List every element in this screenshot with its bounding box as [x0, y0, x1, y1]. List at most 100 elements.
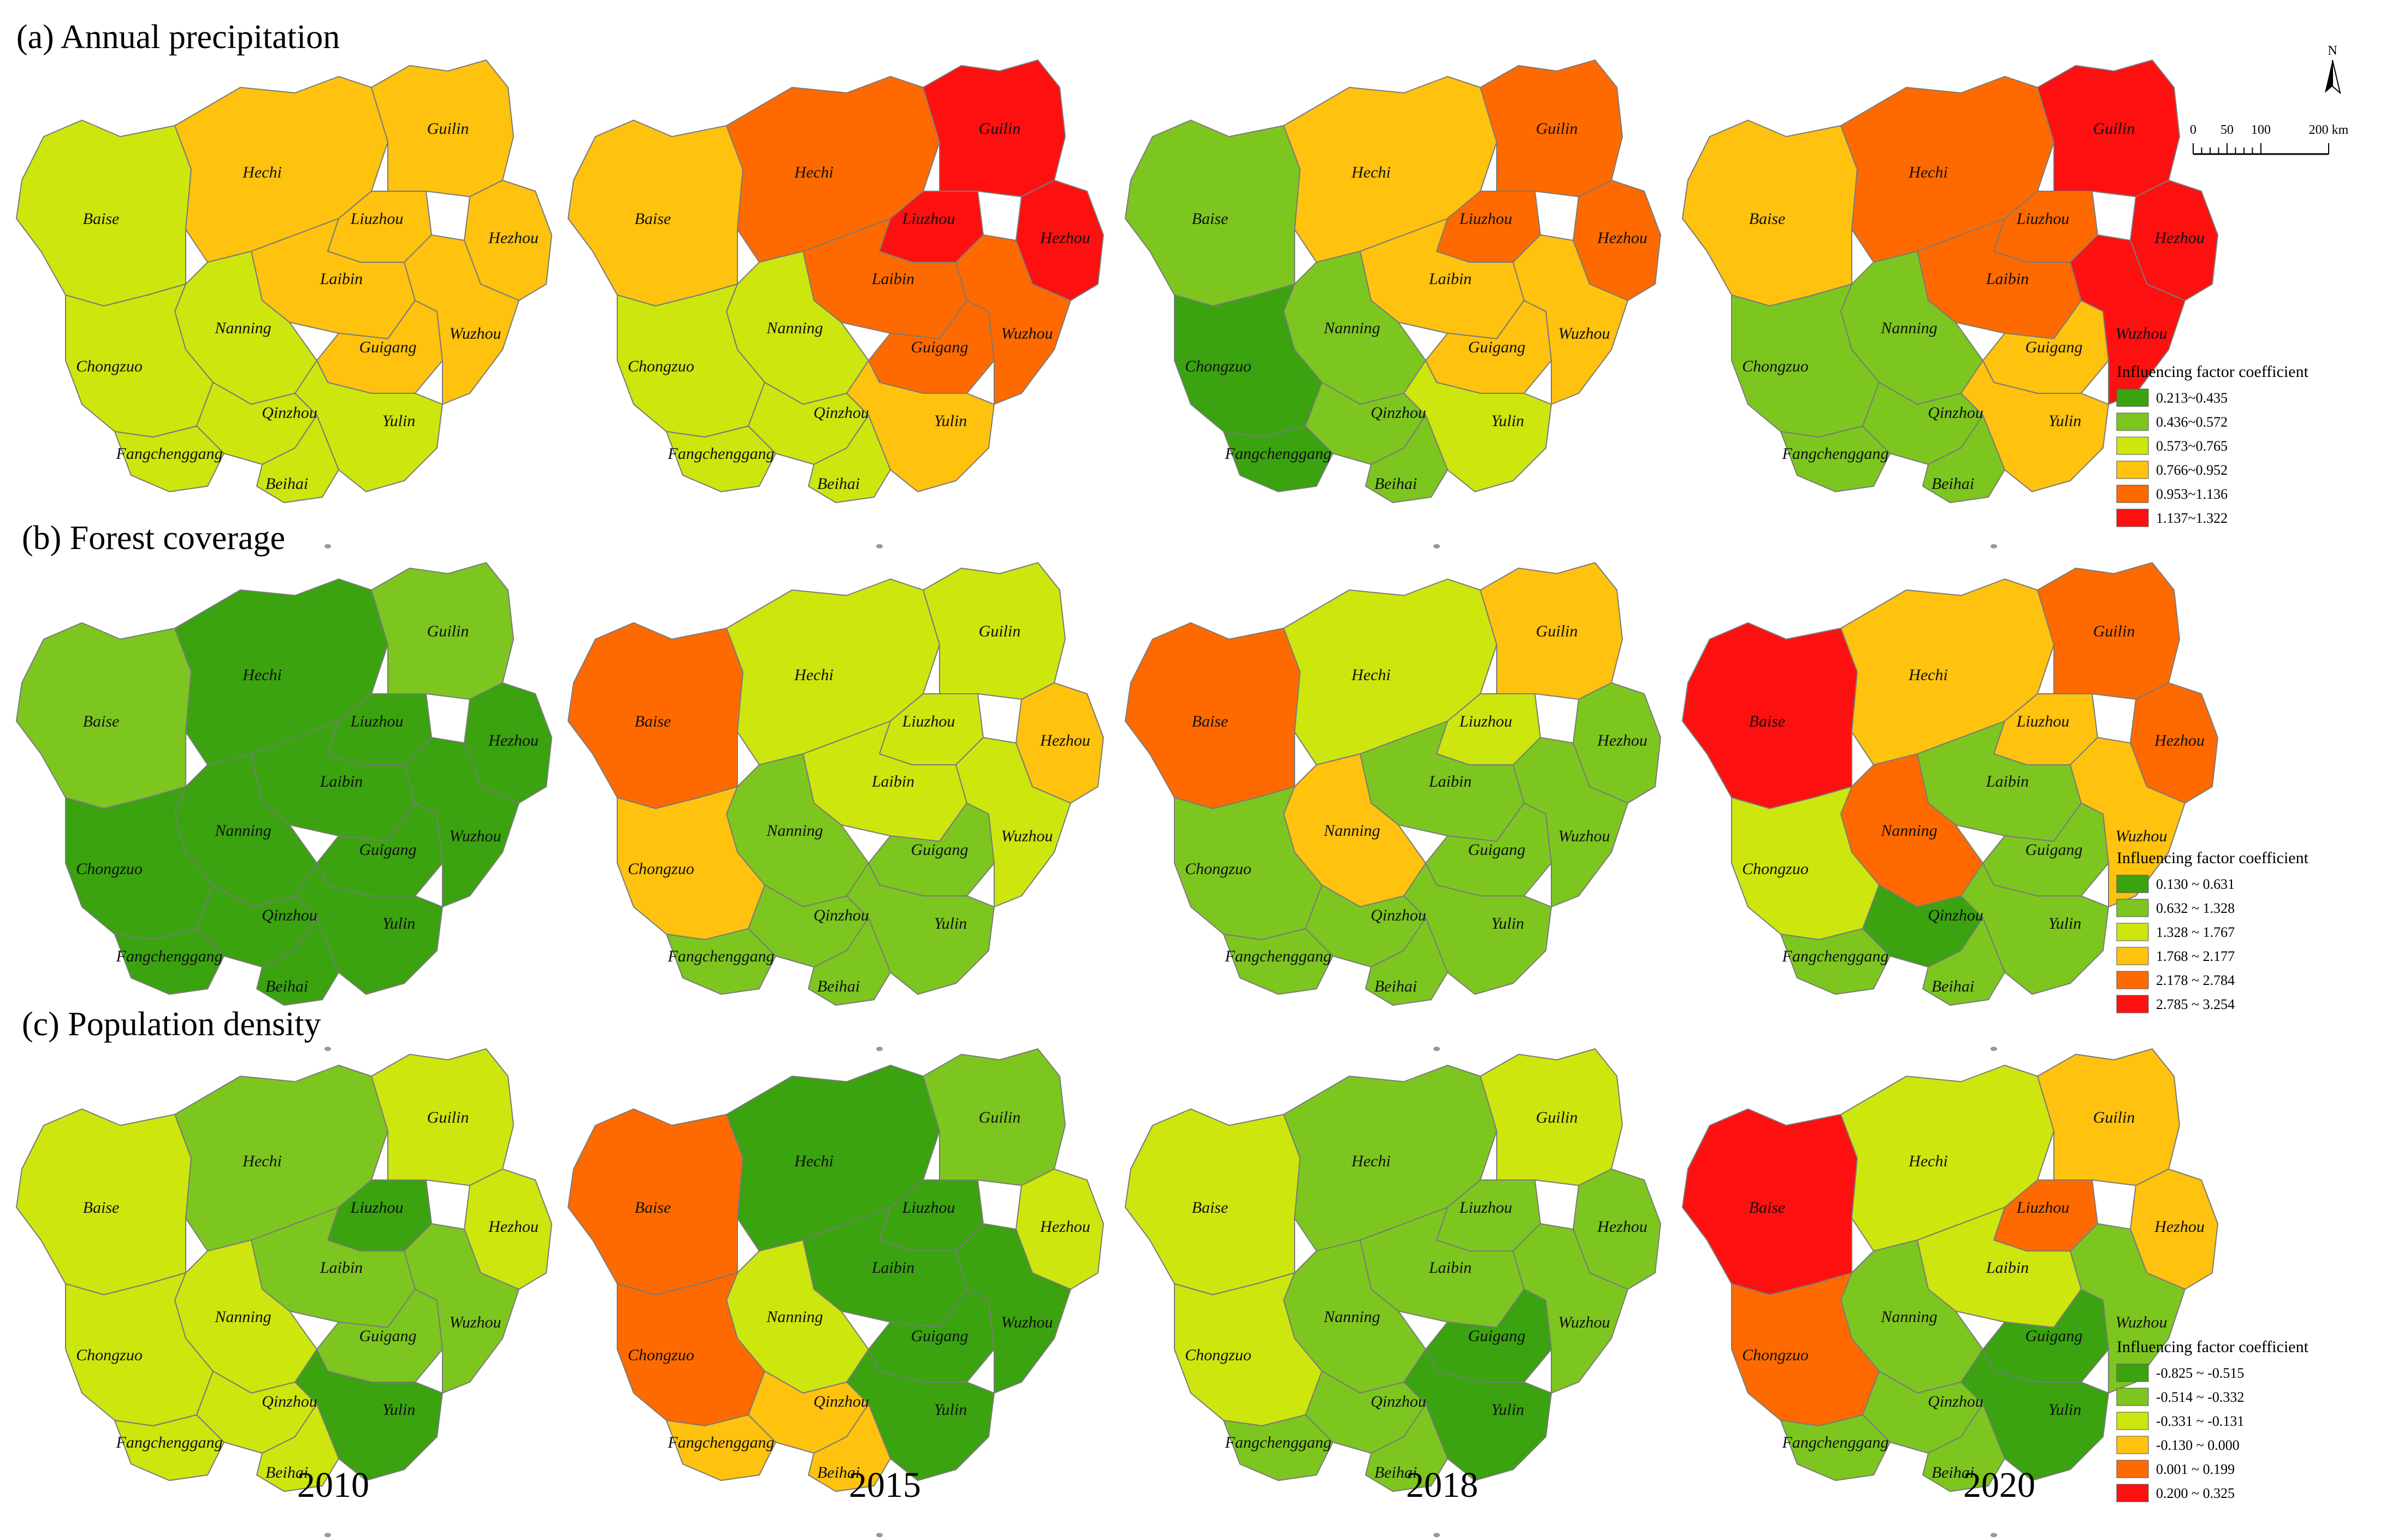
city-label-beihai: Beihai [817, 977, 860, 995]
legend-title: Influencing factor coefficient [2117, 849, 2309, 867]
city-label-yulin: Yulin [1491, 412, 1525, 430]
island-marker [1991, 1533, 1997, 1537]
region-yulin [294, 1349, 443, 1481]
city-label-hechi: Hechi [1908, 666, 1948, 684]
city-label-qinzhou: Qinzhou [262, 404, 317, 422]
city-label-hezhou: Hezhou [1040, 229, 1090, 247]
city-label-nanning: Nanning [1323, 319, 1380, 337]
city-label-baise: Baise [1749, 1199, 1786, 1217]
city-label-chongzuo: Chongzuo [1185, 860, 1251, 878]
legend-swatch [2116, 1364, 2149, 1382]
city-label-chongzuo: Chongzuo [76, 860, 143, 878]
city-label-laibin: Laibin [1428, 1259, 1472, 1277]
city-label-wuzhou: Wuzhou [1001, 827, 1053, 845]
legend-swatch [2116, 875, 2149, 893]
city-label-fangchenggang: Fangchenggang [1225, 947, 1332, 965]
city-label-yulin: Yulin [2048, 1401, 2082, 1419]
city-label-baise: Baise [83, 1199, 120, 1217]
region-wuzhou [2070, 1223, 2186, 1394]
city-label-hechi: Hechi [1351, 163, 1391, 181]
city-label-laibin: Laibin [871, 772, 914, 790]
legend-class-label: 0.200 ~ 0.325 [2156, 1485, 2235, 1501]
legend-swatch [2116, 1484, 2149, 1502]
legend-swatch [2116, 923, 2149, 941]
region-beihai [1922, 917, 2005, 1006]
map-panel-2-year-2010: Baise Hechi Guilin Liuzhou Hezhou Laibin Nanni… [16, 1048, 552, 1537]
city-label-qinzhou: Qinzhou [1928, 404, 1983, 422]
city-label-baise: Baise [635, 210, 671, 228]
city-label-guigang: Guigang [911, 841, 968, 859]
city-label-yulin: Yulin [1491, 1401, 1525, 1419]
city-label-fangchenggang: Fangchenggang [116, 947, 223, 965]
year-label-2018: 2018 [1406, 1465, 1478, 1505]
map-panel-1-year-2015: Baise Hechi Guilin Liuzhou Hezhou Laibin Nanni… [568, 562, 1104, 1051]
city-label-beihai: Beihai [1932, 1464, 1974, 1482]
region-guilin [1480, 60, 1623, 197]
legend-class-label: -0.331 ~ -0.131 [2156, 1413, 2244, 1429]
region-baise [568, 1108, 743, 1295]
legend-class-label: 2.178 ~ 2.784 [2156, 972, 2235, 988]
region-guilin [923, 60, 1066, 197]
city-label-beihai: Beihai [1374, 1464, 1417, 1482]
city-label-nanning: Nanning [1880, 822, 1937, 840]
region-fangchenggang [1223, 426, 1333, 492]
panel-a-title: (a) Annual precipitation [16, 19, 340, 56]
region-guilin [2037, 60, 2180, 197]
region-baise [16, 120, 192, 306]
city-label-nanning: Nanning [1323, 1308, 1380, 1326]
city-label-laibin: Laibin [1986, 270, 2029, 288]
legend-swatch [2116, 485, 2149, 503]
map-panel-2-year-2018: Baise Hechi Guilin Liuzhou Hezhou Laibin Nanni… [1125, 1048, 1661, 1537]
region-wuzhou [2070, 737, 2186, 907]
city-label-qinzhou: Qinzhou [262, 906, 317, 924]
north-arrow-icon: N [2325, 44, 2341, 95]
region-wuzhou [2070, 234, 2186, 405]
city-label-beihai: Beihai [817, 475, 860, 493]
region-baise [568, 622, 743, 809]
city-label-fangchenggang: Fangchenggang [1782, 1433, 1889, 1452]
map-panel-0-year-2010: Baise Hechi Guilin Liuzhou Hezhou Laibin Nanni… [16, 60, 552, 548]
region-wuzhou [955, 737, 1071, 907]
region-wuzhou [404, 1223, 519, 1394]
city-label-guilin: Guilin [1536, 120, 1578, 138]
legend-annual-precipitation: Influencing factor coefficient 0.213~0.43… [2116, 363, 2309, 527]
city-label-fangchenggang: Fangchenggang [668, 1433, 775, 1452]
year-label-2020: 2020 [1963, 1465, 2035, 1505]
city-label-hechi: Hechi [1351, 666, 1391, 684]
city-label-laibin: Laibin [320, 270, 363, 288]
city-label-fangchenggang: Fangchenggang [668, 445, 775, 463]
legend-class-label: 0.130 ~ 0.631 [2156, 876, 2235, 892]
city-label-laibin: Laibin [1428, 270, 1472, 288]
legend-swatch [2116, 1436, 2149, 1454]
region-yulin [1403, 1349, 1552, 1481]
region-wuzhou [955, 234, 1071, 405]
region-yulin [1403, 863, 1552, 995]
city-label-nanning: Nanning [1323, 822, 1380, 840]
city-label-hezhou: Hezhou [488, 731, 539, 750]
map-panel-0-year-2020: Baise Hechi Guilin Liuzhou Hezhou Laibin Nanni… [1682, 60, 2218, 548]
city-label-yulin: Yulin [934, 914, 967, 933]
city-label-wuzhou: Wuzhou [2115, 827, 2167, 845]
city-label-hechi: Hechi [794, 666, 834, 684]
city-label-hezhou: Hezhou [1040, 1218, 1090, 1236]
city-label-hechi: Hechi [1908, 1152, 1948, 1170]
legend-class-label: 0.632 ~ 1.328 [2156, 900, 2235, 916]
scale-bar: 0 50 100 200 km [2190, 123, 2349, 155]
island-marker [1991, 1047, 1997, 1051]
legend-swatch [2116, 461, 2149, 479]
island-marker [324, 544, 331, 548]
city-label-beihai: Beihai [265, 1464, 308, 1482]
city-label-hezhou: Hezhou [1040, 731, 1090, 750]
island-marker [1433, 1533, 1440, 1537]
city-label-chongzuo: Chongzuo [628, 357, 694, 375]
region-yulin [294, 863, 443, 995]
legend-swatch [2116, 1412, 2149, 1430]
city-label-fangchenggang: Fangchenggang [1782, 445, 1889, 463]
city-label-yulin: Yulin [2048, 914, 2082, 933]
legend-class-label: 1.137~1.322 [2156, 510, 2228, 526]
region-yulin [846, 1349, 995, 1481]
city-label-nanning: Nanning [214, 822, 271, 840]
city-label-baise: Baise [83, 712, 120, 730]
region-fangchenggang [1223, 1414, 1333, 1481]
region-guilin [371, 60, 514, 197]
